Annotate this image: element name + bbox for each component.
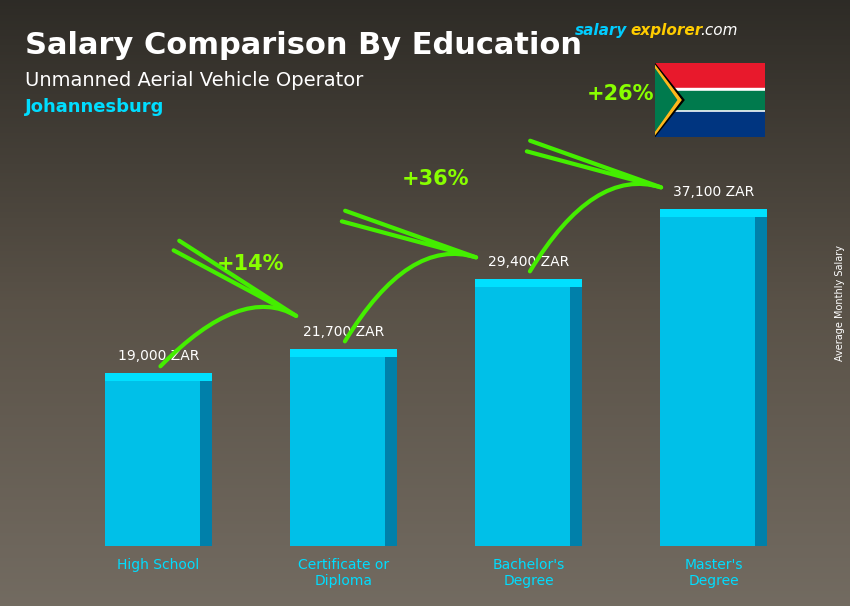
Bar <box>475 279 570 546</box>
Bar <box>200 373 212 546</box>
Bar <box>755 208 767 546</box>
Bar <box>654 88 765 112</box>
Text: +26%: +26% <box>587 84 654 104</box>
Polygon shape <box>654 68 677 132</box>
Text: salary: salary <box>575 23 627 38</box>
Text: Master's
Degree: Master's Degree <box>684 558 743 588</box>
Bar <box>654 91 765 109</box>
Text: Average Monthly Salary: Average Monthly Salary <box>835 245 845 361</box>
Text: 21,700 ZAR: 21,700 ZAR <box>303 325 384 339</box>
Text: +14%: +14% <box>218 254 285 274</box>
Text: Johannesburg: Johannesburg <box>25 98 164 116</box>
Bar <box>105 373 200 546</box>
Bar <box>570 279 582 546</box>
Text: High School: High School <box>117 558 200 572</box>
Bar <box>290 348 397 357</box>
Text: .com: .com <box>700 23 738 38</box>
Polygon shape <box>654 65 681 135</box>
Bar <box>654 63 765 88</box>
Bar <box>475 279 582 287</box>
Text: Salary Comparison By Education: Salary Comparison By Education <box>25 31 582 60</box>
Bar <box>660 208 767 217</box>
Bar <box>385 348 397 546</box>
Bar <box>290 348 385 546</box>
Text: Bachelor's
Degree: Bachelor's Degree <box>492 558 564 588</box>
Bar <box>654 112 765 137</box>
Text: Certificate or
Diploma: Certificate or Diploma <box>298 558 389 588</box>
Text: +36%: +36% <box>402 168 470 188</box>
Bar <box>660 208 755 546</box>
Text: explorer: explorer <box>630 23 702 38</box>
Polygon shape <box>654 63 684 137</box>
Text: 37,100 ZAR: 37,100 ZAR <box>673 185 754 199</box>
Text: 29,400 ZAR: 29,400 ZAR <box>488 255 570 268</box>
Text: 19,000 ZAR: 19,000 ZAR <box>118 349 199 363</box>
Bar <box>105 373 212 381</box>
Text: Unmanned Aerial Vehicle Operator: Unmanned Aerial Vehicle Operator <box>25 71 363 90</box>
